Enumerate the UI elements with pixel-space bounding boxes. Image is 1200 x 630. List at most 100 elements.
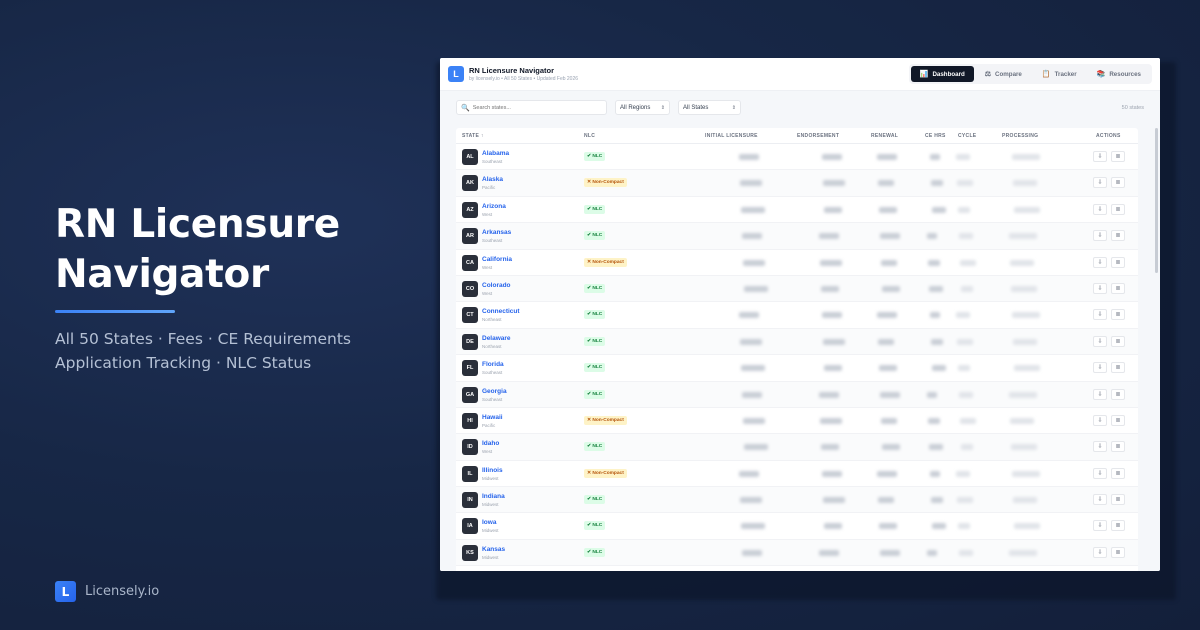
- table-row[interactable]: CA California West ✕ Non-Compact ⇩ ≣: [456, 250, 1138, 276]
- blurred-cell: [882, 444, 900, 451]
- blurred-cell: [932, 523, 946, 530]
- state-name-link[interactable]: Kansas: [482, 545, 506, 553]
- details-icon[interactable]: ≣: [1111, 546, 1125, 558]
- download-icon[interactable]: ⇩: [1093, 467, 1107, 479]
- blurred-cell: [879, 365, 897, 372]
- state-name-link[interactable]: Arizona: [482, 202, 506, 210]
- download-icon[interactable]: ⇩: [1093, 177, 1107, 189]
- download-icon[interactable]: ⇩: [1093, 256, 1107, 268]
- search-input[interactable]: [472, 104, 593, 111]
- column-header-ce-hrs[interactable]: CE HRS: [925, 133, 946, 139]
- download-icon[interactable]: ⇩: [1093, 335, 1107, 347]
- download-icon[interactable]: ⇩: [1093, 520, 1107, 532]
- tab-dashboard[interactable]: 📊 Dashboard: [910, 66, 974, 82]
- blurred-cell: [959, 391, 973, 398]
- state-region: Midwest: [482, 528, 499, 534]
- state-filter-select[interactable]: All States ⇕: [678, 100, 741, 115]
- details-icon[interactable]: ≣: [1111, 309, 1125, 321]
- download-icon[interactable]: ⇩: [1093, 414, 1107, 426]
- details-icon[interactable]: ≣: [1111, 362, 1125, 374]
- details-icon[interactable]: ≣: [1111, 414, 1125, 426]
- table-scrollbar[interactable]: [1155, 128, 1158, 273]
- state-name-link[interactable]: Colorado: [482, 281, 511, 289]
- table-row[interactable]: AR Arkansas Southeast ✔ NLC ⇩ ≣: [456, 223, 1138, 250]
- download-icon[interactable]: ⇩: [1093, 362, 1107, 374]
- column-header-cycle[interactable]: CYCLE: [958, 133, 977, 139]
- details-icon[interactable]: ≣: [1111, 203, 1125, 215]
- tab-tracker[interactable]: 📋 Tracker: [1033, 66, 1086, 82]
- column-header-endorsement[interactable]: ENDORSEMENT: [797, 133, 840, 139]
- blurred-cell: [928, 417, 940, 424]
- download-icon[interactable]: ⇩: [1093, 546, 1107, 558]
- download-icon[interactable]: ⇩: [1093, 230, 1107, 242]
- state-name-link[interactable]: Indiana: [482, 493, 505, 501]
- table-body: AL Alabama Southeast ✔ NLC ⇩ ≣ AK Alaska Pacific…: [456, 144, 1138, 567]
- hero-title: RN Licensure Navigator: [55, 200, 415, 300]
- blurred-cell: [1009, 549, 1037, 556]
- state-name-link[interactable]: Alaska: [482, 176, 503, 184]
- blurred-cell: [824, 523, 842, 530]
- table-row[interactable]: AZ Arizona West ✔ NLC ⇩ ≣: [456, 197, 1138, 224]
- app-titles: RN Licensure Navigator by licensely.io •…: [469, 66, 578, 83]
- state-name-link[interactable]: Arkansas: [482, 229, 512, 237]
- details-icon[interactable]: ≣: [1111, 335, 1125, 347]
- details-icon[interactable]: ≣: [1111, 151, 1125, 162]
- region-filter-select[interactable]: All Regions ⇕: [615, 100, 670, 115]
- column-header-processing[interactable]: PROCESSING: [1002, 133, 1039, 139]
- state-name-link[interactable]: California: [482, 255, 512, 263]
- state-name-link[interactable]: Illinois: [482, 466, 503, 474]
- column-header-renewal[interactable]: RENEWAL: [871, 133, 899, 139]
- details-icon[interactable]: ≣: [1111, 494, 1125, 506]
- table-row[interactable]: ID Idaho West ✔ NLC ⇩ ≣: [456, 434, 1138, 461]
- table-row[interactable]: IA Iowa Midwest ✔ NLC ⇩ ≣: [456, 513, 1138, 540]
- state-name-link[interactable]: Alabama: [482, 150, 510, 157]
- state-name-link[interactable]: Hawaii: [482, 413, 503, 421]
- details-icon[interactable]: ≣: [1111, 177, 1125, 189]
- table-row[interactable]: CT Connecticut Northeast ✔ NLC ⇩ ≣: [456, 302, 1138, 329]
- search-box[interactable]: 🔍: [456, 100, 607, 115]
- details-icon[interactable]: ≣: [1111, 520, 1125, 532]
- table-row[interactable]: GA Georgia Southeast ✔ NLC ⇩ ≣: [456, 381, 1138, 408]
- details-icon[interactable]: ≣: [1111, 388, 1125, 400]
- table-row[interactable]: KS Kansas Midwest ✔ NLC ⇩ ≣: [456, 539, 1138, 567]
- download-icon[interactable]: ⇩: [1093, 441, 1107, 453]
- details-icon[interactable]: ≣: [1111, 441, 1125, 453]
- download-icon[interactable]: ⇩: [1093, 309, 1107, 321]
- download-icon[interactable]: ⇩: [1093, 494, 1107, 506]
- download-icon[interactable]: ⇩: [1093, 203, 1107, 215]
- table-row[interactable]: IN Indiana Midwest ✔ NLC ⇩ ≣: [456, 487, 1138, 514]
- blurred-cell: [823, 497, 845, 504]
- state-name-link[interactable]: Idaho: [482, 440, 500, 448]
- table-row[interactable]: IL Illinois Midwest ✕ Non-Compact ⇩ ≣: [456, 461, 1138, 488]
- state-name-link[interactable]: Delaware: [482, 334, 511, 342]
- download-icon[interactable]: ⇩: [1093, 282, 1107, 294]
- table-row[interactable]: AK Alaska Pacific ✕ Non-Compact ⇩ ≣: [456, 170, 1138, 197]
- state-name-link[interactable]: Florida: [482, 361, 504, 369]
- blurred-cell: [956, 154, 970, 160]
- details-icon[interactable]: ≣: [1111, 467, 1125, 479]
- table-row[interactable]: AL Alabama Southeast ✔ NLC ⇩ ≣: [456, 144, 1138, 171]
- tab-compare[interactable]: ⚖ Compare: [976, 66, 1031, 82]
- table-row[interactable]: HI Hawaii Pacific ✕ Non-Compact ⇩ ≣: [456, 408, 1138, 435]
- column-header-nlc[interactable]: NLC: [584, 133, 596, 139]
- details-icon[interactable]: ≣: [1111, 230, 1125, 242]
- app-window: L RN Licensure Navigator by licensely.io…: [440, 58, 1160, 571]
- column-header-state[interactable]: STATE ↑: [462, 133, 484, 139]
- state-name-link[interactable]: Iowa: [482, 519, 497, 527]
- column-header-initial-licensure[interactable]: INITIAL LICENSURE: [705, 133, 758, 139]
- details-icon[interactable]: ≣: [1111, 282, 1125, 294]
- details-icon[interactable]: ≣: [1111, 256, 1125, 268]
- table-row[interactable]: DE Delaware Northeast ✔ NLC ⇩ ≣: [456, 328, 1138, 356]
- download-icon[interactable]: ⇩: [1093, 388, 1107, 400]
- download-icon[interactable]: ⇩: [1093, 151, 1107, 162]
- state-abbr-badge: IL: [462, 465, 478, 482]
- table-row[interactable]: FL Florida Southeast ✔ NLC ⇩ ≣: [456, 355, 1138, 382]
- blurred-cell: [741, 206, 765, 213]
- state-name-link[interactable]: Georgia: [482, 387, 507, 395]
- state-name-link[interactable]: Connecticut: [482, 308, 520, 316]
- tab-resources[interactable]: 📚 Resources: [1088, 66, 1150, 82]
- table-row[interactable]: CO Colorado West ✔ NLC ⇩ ≣: [456, 275, 1138, 303]
- region-filter-value: All Regions: [620, 104, 651, 111]
- tab-label: Tracker: [1054, 70, 1077, 78]
- nlc-status-badge: ✔ NLC: [584, 521, 606, 531]
